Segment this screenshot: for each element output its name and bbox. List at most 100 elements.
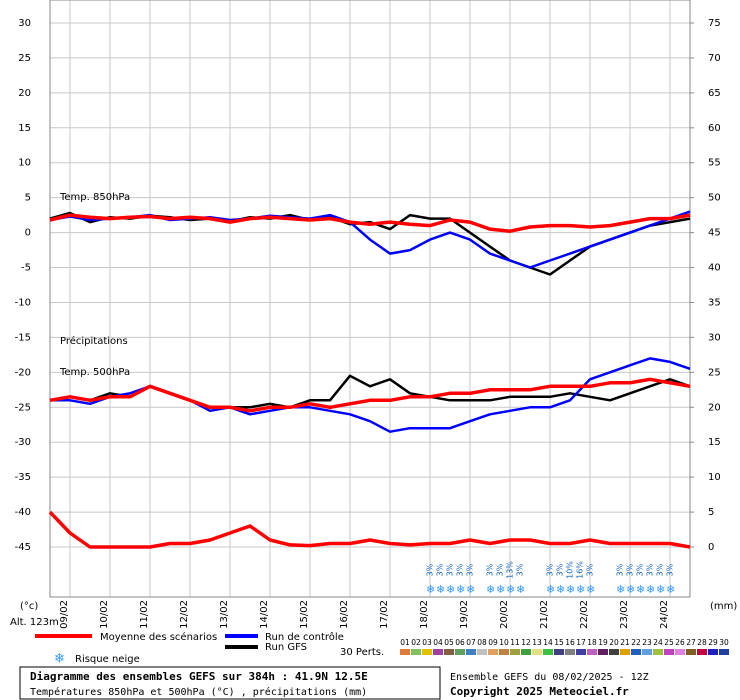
- footer-box: [19, 666, 441, 700]
- perts-label: 30 Perts.: [340, 647, 384, 658]
- perturbation-swatch: [708, 649, 718, 655]
- y-tick-label: -40: [15, 507, 31, 518]
- snow-icon: ❄: [576, 583, 585, 596]
- y2-tick-label: 55: [708, 158, 721, 169]
- snow-risk-label: 3%: [556, 563, 565, 576]
- perturbation-swatch: [543, 649, 553, 655]
- snow-risk-label: 3%: [466, 563, 475, 576]
- snow-icon: ❄: [426, 583, 435, 596]
- snow-risk-label: 13%: [506, 561, 515, 579]
- snow-risk-label: 3%: [546, 563, 555, 576]
- snow-icon: ❄: [616, 583, 625, 596]
- y2-tick-label: 60: [708, 123, 721, 134]
- series-line: [49, 377, 691, 413]
- y2-tick-label: 15: [708, 437, 721, 448]
- snow-risk-label: 3%: [426, 563, 435, 576]
- perturbation-label: 01: [400, 638, 410, 647]
- series-line: [48, 510, 691, 549]
- y2-tick-label: 30: [708, 332, 721, 343]
- perturbation-swatch: [488, 649, 498, 655]
- x-tick-label: 16/02: [339, 600, 350, 629]
- snow-risk-label: 16%: [576, 561, 585, 579]
- snow-risk-label: 3%: [646, 563, 655, 576]
- perturbation-label: 06: [455, 638, 465, 647]
- x-tick-label: 22/02: [579, 600, 590, 629]
- legend-label: Moyenne des scénarios: [100, 631, 217, 643]
- snow-risk-label: 3%: [436, 563, 445, 576]
- y2-tick-label: 10: [708, 472, 721, 483]
- snow-icon: ❄: [516, 583, 525, 596]
- x-tick-label: 18/02: [419, 600, 430, 629]
- y-tick-label: 0: [25, 228, 31, 239]
- snow-risk-label: 3%: [456, 563, 465, 576]
- x-tick-label: 20/02: [499, 600, 510, 629]
- snow-icon: ❄: [436, 583, 445, 596]
- y-tick-label: 15: [18, 123, 31, 134]
- perturbation-swatch: [521, 649, 531, 655]
- perturbation-swatch: [532, 649, 542, 655]
- perturbation-swatch: [510, 649, 520, 655]
- perturbation-label: 15: [554, 638, 564, 647]
- perturbation-swatch: [719, 649, 729, 655]
- y2-tick-label: 45: [708, 228, 721, 239]
- y-tick-label: 30: [18, 18, 31, 29]
- y2-tick-label: 0: [708, 542, 714, 553]
- y2-unit: (mm): [710, 601, 737, 612]
- snow-icon: ❄: [486, 583, 495, 596]
- y-tick-label: -20: [15, 367, 31, 378]
- snow-icon: ❄: [506, 583, 515, 596]
- y-tick-label: 25: [18, 53, 31, 64]
- perturbation-swatch: [433, 649, 443, 655]
- legend-label: Run GFS: [265, 642, 307, 653]
- perturbation-swatch: [620, 649, 630, 655]
- snow-risk-label: 3%: [616, 563, 625, 576]
- y-tick-label: -30: [15, 437, 31, 448]
- perturbation-swatch: [697, 649, 707, 655]
- x-tick-label: 09/02: [59, 600, 70, 629]
- snow-risk-label: 3%: [586, 563, 595, 576]
- x-tick-label: 17/02: [379, 600, 390, 629]
- legend: Moyenne des scénarios Run de contrôle Ru…: [35, 631, 384, 667]
- snow-icon: ❄: [656, 583, 665, 596]
- perturbation-label: 22: [631, 638, 641, 647]
- perturbation-swatch: [664, 649, 674, 655]
- snow-risk-label: 3%: [446, 563, 455, 576]
- legend-label: Risque neige: [75, 654, 140, 665]
- label-precip: Précipitations: [60, 335, 128, 347]
- y-tick-label: -25: [15, 402, 31, 413]
- y-tick-label: 20: [18, 88, 31, 99]
- y2-tick-label: 20: [708, 402, 721, 413]
- x-tick-label: 11/02: [139, 600, 150, 629]
- x-tick-label: 19/02: [459, 600, 470, 629]
- y2-tick-label: 5: [708, 507, 714, 518]
- perturbation-swatch: [444, 649, 454, 655]
- perturbation-swatch: [466, 649, 476, 655]
- perturbation-label: 24: [653, 638, 663, 647]
- perturbation-label: 28: [697, 638, 707, 647]
- y-tick-label: -45: [15, 542, 31, 553]
- footer-copyright: Copyright 2025 Meteociel.fr: [450, 685, 629, 698]
- snow-risk-label: 3%: [656, 563, 665, 576]
- snow-icon: ❄: [456, 583, 465, 596]
- perturbation-swatch: [631, 649, 641, 655]
- footer-run: Ensemble GEFS du 08/02/2025 - 12Z: [450, 672, 649, 683]
- snow-icon: ❄: [626, 583, 635, 596]
- snow-icon: ❄: [666, 583, 675, 596]
- y2-tick-label: 65: [708, 88, 721, 99]
- perturbation-label: 13: [532, 638, 542, 647]
- y2-tick-label: 35: [708, 297, 721, 308]
- y-tick-label: -5: [21, 263, 31, 274]
- perturbation-label: 09: [488, 638, 498, 647]
- y-tick-label: -35: [15, 472, 31, 483]
- perturbation-label: 02: [411, 638, 421, 647]
- perturbation-label: 27: [686, 638, 696, 647]
- x-tick-label: 12/02: [179, 600, 190, 629]
- label-t850: Temp. 850hPa: [59, 192, 130, 203]
- snow-icon: ❄: [446, 583, 455, 596]
- y-tick-label: 10: [18, 158, 31, 169]
- perturbation-label: 12: [521, 638, 531, 647]
- perturbation-swatch: [554, 649, 564, 655]
- perturbation-swatch: [411, 649, 421, 655]
- perturbation-swatch: [576, 649, 586, 655]
